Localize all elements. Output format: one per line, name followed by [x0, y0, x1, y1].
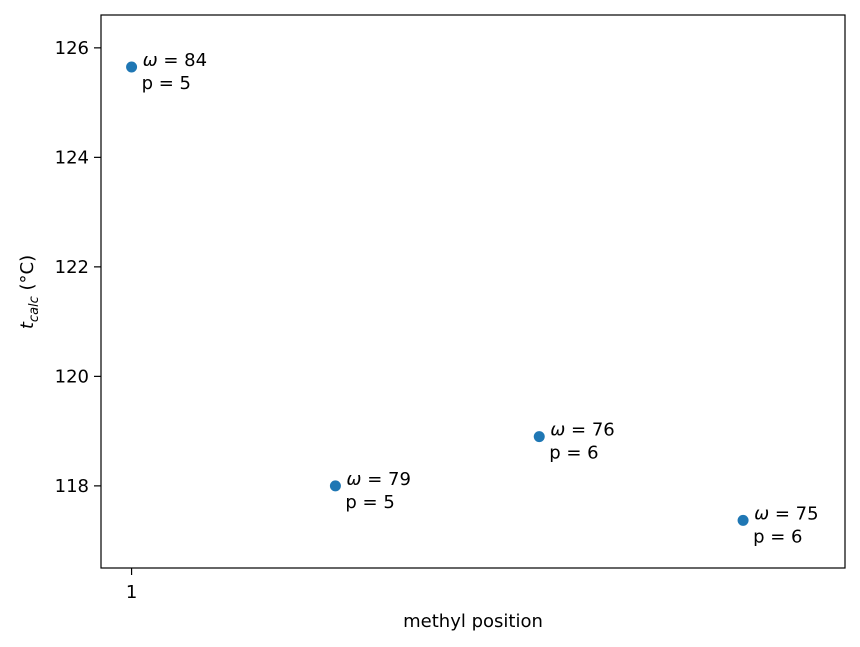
x-axis-label: methyl position — [403, 611, 543, 632]
point-label-omega-3: ω = 76 — [550, 420, 615, 441]
point-label-omega-4: ω = 75 — [754, 503, 819, 524]
data-point-2 — [329, 480, 341, 492]
point-label-p-2: p = 5 — [345, 492, 394, 513]
point-label-p-3: p = 6 — [549, 443, 598, 464]
y-axis-label-main: t — [17, 321, 38, 329]
y-tick-label: 122 — [55, 257, 89, 278]
y-axis-label-subscript: calc — [27, 296, 42, 322]
data-point-4 — [737, 514, 749, 526]
y-tick-label: 118 — [55, 476, 89, 497]
y-tick-label: 124 — [55, 147, 89, 168]
y-tick-label: 120 — [55, 366, 89, 387]
data-point-3 — [533, 431, 545, 443]
y-axis-label: tcalc (°C) — [17, 255, 42, 329]
data-point-1 — [126, 61, 138, 73]
point-label-omega-1: ω = 84 — [143, 50, 208, 71]
y-axis-ticks: 118 120 122 124 126 — [55, 38, 101, 497]
data-points-layer: ω = 84p = 5ω = 79p = 5ω = 76p = 6ω = 75p… — [126, 50, 819, 547]
x-tick-label: 1 — [126, 582, 137, 603]
plot-frame — [100, 14, 846, 569]
plot-area — [101, 15, 845, 568]
x-axis-ticks: 1 — [126, 568, 137, 603]
y-tick-label: 126 — [55, 38, 89, 59]
y-axis-label-unit: (°C) — [17, 255, 38, 296]
point-label-p-4: p = 6 — [753, 526, 802, 547]
point-label-omega-2: ω = 79 — [346, 469, 411, 490]
point-label-p-1: p = 5 — [142, 73, 191, 94]
